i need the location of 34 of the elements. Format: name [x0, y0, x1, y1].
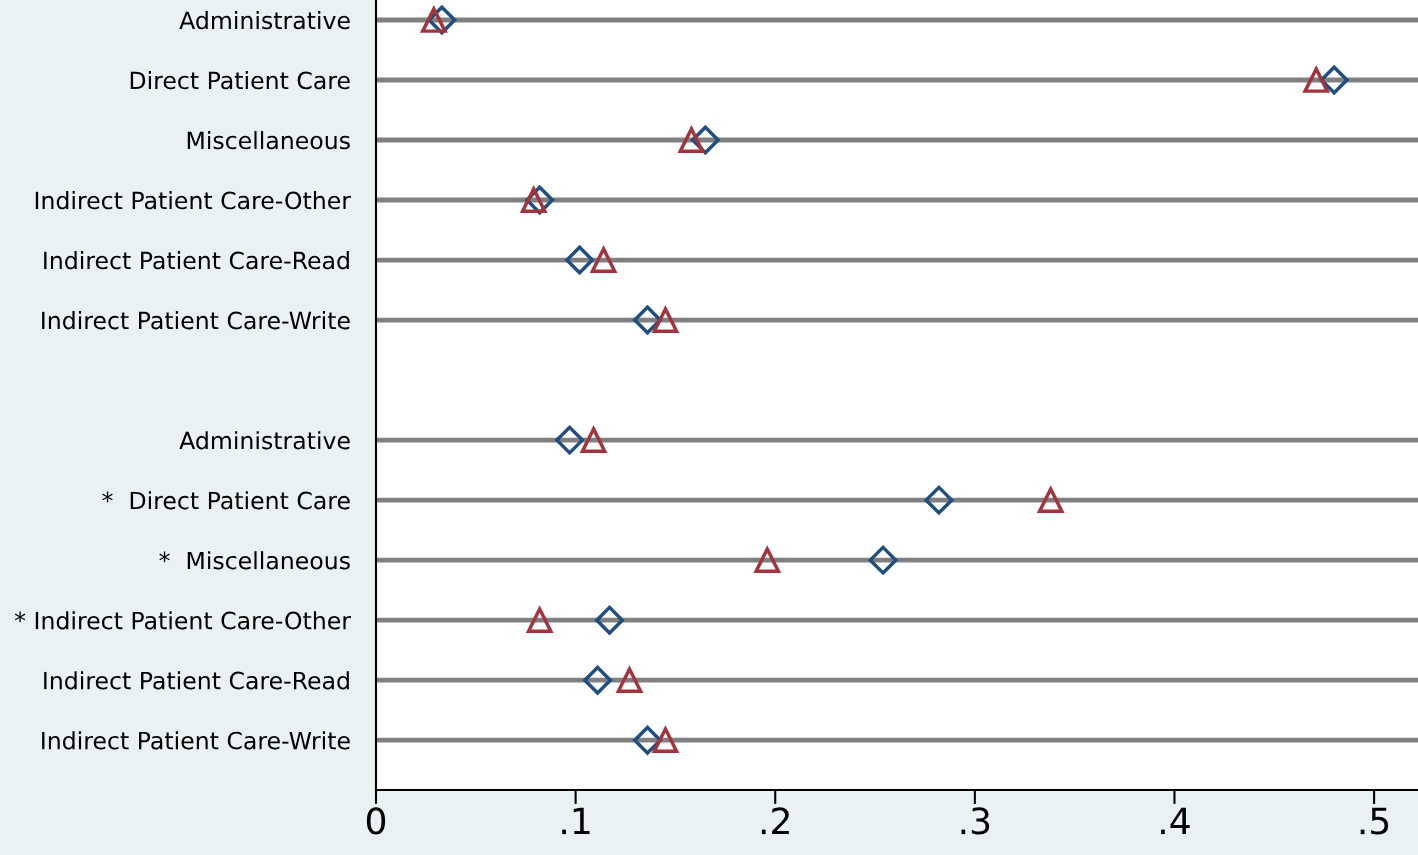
point — [590, 247, 617, 273]
y-tick-label: Indirect Patient Care-Read — [44, 671, 349, 690]
point — [652, 307, 679, 333]
x-tick-label: 0 — [366, 807, 386, 835]
x-tick-label: .4 — [1161, 807, 1190, 835]
y-tick-label: Administrative — [179, 431, 350, 450]
point — [678, 127, 705, 153]
y-tick-label: * Direct Patient Care — [102, 491, 350, 510]
y-tick-label: Indirect Patient Care-Read — [44, 251, 349, 270]
point — [1303, 67, 1330, 93]
point — [595, 605, 625, 635]
point — [924, 485, 954, 515]
y-tick-label: Indirect Patient Care-Other — [35, 191, 351, 210]
point — [526, 607, 553, 634]
point — [1037, 487, 1064, 513]
y-tick-label: Miscellaneous — [187, 131, 350, 150]
y-tick-label: Direct Patient Care — [130, 71, 350, 90]
point — [616, 667, 643, 694]
x-tick-label: .3 — [961, 807, 990, 835]
point — [868, 545, 898, 575]
x-tick-label: .2 — [761, 807, 789, 835]
point — [754, 547, 781, 573]
y-tick-label: Indirect Patient Care-Write — [42, 731, 350, 750]
point — [565, 245, 595, 275]
y-tick-label: * Indirect Patient Care-Other — [14, 611, 351, 630]
y-tick-label: * Miscellaneous — [159, 551, 350, 570]
point — [555, 425, 585, 455]
point — [583, 665, 613, 695]
point — [580, 427, 607, 453]
y-tick-label: Administrative — [179, 11, 350, 30]
point — [652, 727, 679, 754]
x-tick-label: .5 — [1360, 807, 1389, 835]
x-tick-label: .1 — [562, 807, 590, 835]
y-tick-label: Indirect Patient Care-Write — [42, 311, 350, 330]
